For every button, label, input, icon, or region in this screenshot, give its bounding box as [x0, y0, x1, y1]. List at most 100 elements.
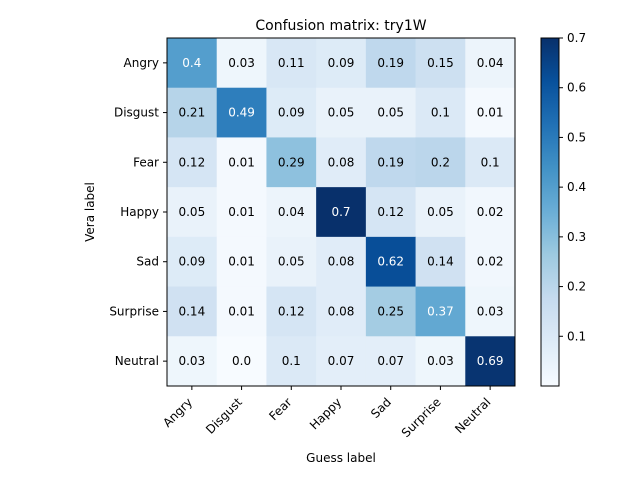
- heatmap-cells: [167, 38, 516, 387]
- heatmap-cell: [266, 236, 317, 288]
- heatmap-cell: [316, 87, 367, 138]
- colorbar-tick-label: 0.3: [567, 230, 586, 244]
- heatmap-cell-value: 0.19: [377, 155, 404, 169]
- heatmap-cell-value: 0.08: [328, 155, 355, 169]
- heatmap-cell-value: 0.49: [228, 106, 255, 120]
- heatmap-cell: [316, 336, 367, 387]
- heatmap-cell-value: 0.01: [477, 106, 504, 120]
- heatmap-cell-value: 0.21: [178, 106, 205, 120]
- heatmap-cell: [465, 137, 516, 188]
- heatmap-cell-value: 0.03: [228, 56, 255, 70]
- colorbar-ticks: 0.1 0.2 0.3 0.4 0.5 0.6 0.7: [559, 31, 586, 343]
- heatmap-cell-value: 0.02: [477, 255, 504, 269]
- heatmap-cell-value: 0.05: [427, 205, 454, 219]
- y-tick-label: Fear: [133, 155, 159, 169]
- heatmap-cell-value: 0.01: [228, 304, 255, 318]
- heatmap-cell-value: 0.19: [377, 56, 404, 70]
- heatmap-cell-value: 0.08: [328, 255, 355, 269]
- heatmap-cell-value: 0.07: [328, 354, 355, 368]
- heatmap-cell: [316, 236, 367, 288]
- heatmap-cell-value: 0.01: [228, 155, 255, 169]
- heatmap-cell: [316, 38, 367, 89]
- heatmap-cell-value: 0.02: [477, 205, 504, 219]
- heatmap-cell-value: 0.09: [178, 255, 205, 269]
- heatmap-cell-value: 0.01: [228, 205, 255, 219]
- heatmap-cell-value: 0.1: [282, 354, 301, 368]
- heatmap-cell-value: 0.12: [178, 155, 205, 169]
- heatmap-cell-value: 0.09: [278, 106, 305, 120]
- y-axis-label: Vera label: [83, 182, 97, 242]
- heatmap-cell: [465, 187, 516, 238]
- heatmap-cell-value: 0.07: [377, 354, 404, 368]
- heatmap-cell: [167, 187, 218, 238]
- colorbar-tick-label: 0.5: [567, 130, 586, 144]
- heatmap-cell: [167, 336, 218, 387]
- heatmap-cell: [415, 236, 466, 288]
- heatmap-cell: [465, 87, 516, 138]
- heatmap-cell-value: 0.62: [377, 255, 404, 269]
- y-tick-label: Surprise: [109, 304, 159, 318]
- heatmap-cell-value: 0.4: [182, 56, 201, 70]
- y-tick-label: Sad: [136, 255, 159, 269]
- heatmap-cell: [465, 236, 516, 288]
- heatmap-cell-value: 0.12: [278, 304, 305, 318]
- heatmap-cell-value: 0.29: [278, 155, 305, 169]
- heatmap-cell: [365, 87, 417, 138]
- heatmap-cell: [365, 38, 417, 89]
- heatmap-cell-value: 0.05: [278, 255, 305, 269]
- heatmap-cell-value: 0.05: [178, 205, 205, 219]
- colorbar-tick-label: 0.2: [567, 280, 586, 294]
- heatmap-cell: [167, 236, 218, 288]
- colorbar-tick-label: 0.4: [567, 180, 586, 194]
- heatmap-cell: [266, 336, 317, 387]
- heatmap-cell-value: 0.14: [178, 304, 205, 318]
- heatmap-cell-value: 0.69: [477, 354, 504, 368]
- heatmap-cell: [216, 137, 267, 188]
- heatmap-cell: [415, 87, 466, 138]
- heatmap-cell-value: 0.7: [331, 205, 350, 219]
- heatmap-cell: [365, 236, 417, 288]
- heatmap-cell-value: 0.12: [377, 205, 404, 219]
- heatmap-cell-value: 0.11: [278, 56, 305, 70]
- heatmap-cell: [365, 137, 417, 188]
- heatmap-cell: [167, 286, 218, 337]
- heatmap-cell: [365, 187, 417, 238]
- x-axis-label: Guess label: [306, 451, 376, 465]
- y-axis-ticks: Angry Disgust Fear Happy Sad Surprise Neutral: [109, 56, 167, 368]
- heatmap-cell-value: 0.1: [481, 155, 500, 169]
- heatmap-cell: [167, 87, 218, 138]
- heatmap-cell: [415, 336, 466, 387]
- heatmap-cell-value: 0.03: [427, 354, 454, 368]
- y-tick-label: Disgust: [114, 106, 159, 120]
- heatmap-cell-value: 0.08: [328, 304, 355, 318]
- heatmap-cell: [216, 187, 267, 238]
- heatmap-cell: [167, 137, 218, 188]
- heatmap-cell: [216, 286, 267, 337]
- heatmap-cell: [365, 286, 417, 337]
- heatmap-cell: [266, 187, 317, 238]
- heatmap-cell: [415, 286, 466, 337]
- heatmap-cell: [415, 137, 466, 188]
- heatmap-cell-value: 0.03: [178, 354, 205, 368]
- heatmap-cell-value: 0.1: [431, 106, 450, 120]
- colorbar-tick-label: 0.6: [567, 81, 586, 95]
- heatmap-cell: [266, 87, 317, 138]
- chart-title: Confusion matrix: try1W: [255, 18, 426, 34]
- heatmap-cell: [316, 187, 367, 238]
- heatmap-cell-value: 0.03: [477, 304, 504, 318]
- heatmap-cell-value: 0.14: [427, 255, 454, 269]
- heatmap-cell-value: 0.37: [427, 304, 454, 318]
- heatmap-cell-value: 0.04: [278, 205, 305, 219]
- colorbar: [540, 37, 560, 387]
- heatmap-cell-value: 0.05: [377, 106, 404, 120]
- heatmap-cell: [415, 187, 466, 238]
- heatmap-cell: [316, 137, 367, 188]
- heatmap-cell-value: 0.05: [328, 106, 355, 120]
- heatmap-cell: [465, 336, 516, 387]
- heatmap-cell-value: 0.2: [431, 155, 450, 169]
- heatmap-cell: [266, 137, 317, 188]
- heatmap-cell-value: 0.09: [328, 56, 355, 70]
- heatmap-cell: [465, 286, 516, 337]
- heatmap-cell: [266, 38, 317, 89]
